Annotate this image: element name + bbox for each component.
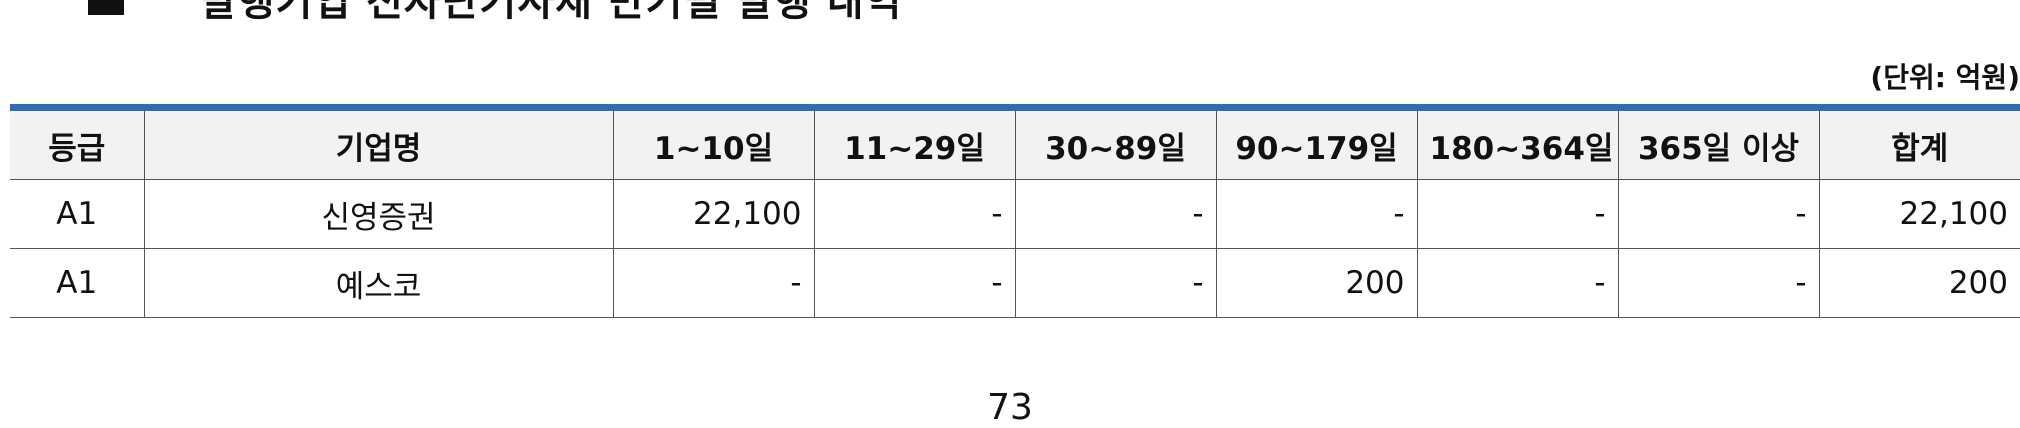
cell-180-364-days: - [1417, 180, 1618, 249]
cell-1-10-days: - [613, 249, 814, 318]
cell-11-29-days: - [814, 249, 1015, 318]
cell-180-364-days: - [1417, 249, 1618, 318]
cell-30-89-days: - [1015, 249, 1216, 318]
cell-total: 22,100 [1819, 180, 2020, 249]
unit-label: (단위: 억원) [1870, 56, 2020, 96]
section-title-bar: 발행기업 전자단기사채 만기별 발행 내역 [88, 0, 902, 24]
header-grade: 등급 [10, 111, 144, 180]
table-header-row: 등급 기업명 1~10일 11~29일 30~89일 90~179일 180~3… [10, 111, 2020, 180]
cell-90-179-days: 200 [1216, 249, 1417, 318]
square-bullet-icon [88, 0, 124, 15]
header-1-10-days: 1~10일 [613, 111, 814, 180]
cell-grade: A1 [10, 180, 144, 249]
cell-1-10-days: 22,100 [613, 180, 814, 249]
header-180-364-days: 180~364일 [1417, 111, 1618, 180]
cell-company: 신영증권 [144, 180, 613, 249]
header-11-29-days: 11~29일 [814, 111, 1015, 180]
issuance-table: 등급 기업명 1~10일 11~29일 30~89일 90~179일 180~3… [10, 111, 2020, 318]
header-company: 기업명 [144, 111, 613, 180]
cell-company: 예스코 [144, 249, 613, 318]
cell-grade: A1 [10, 249, 144, 318]
table-row: A1 신영증권 22,100 - - - - - 22,100 [10, 180, 2020, 249]
cell-90-179-days: - [1216, 180, 1417, 249]
section-title: 발행기업 전자단기사채 만기별 발행 내역 [200, 0, 902, 27]
issuance-table-container: 등급 기업명 1~10일 11~29일 30~89일 90~179일 180~3… [10, 104, 2020, 318]
cell-11-29-days: - [814, 180, 1015, 249]
table-row: A1 예스코 - - - 200 - - 200 [10, 249, 2020, 318]
cell-30-89-days: - [1015, 180, 1216, 249]
header-total: 합계 [1819, 111, 2020, 180]
page-number: 73 [0, 388, 2020, 428]
header-90-179-days: 90~179일 [1216, 111, 1417, 180]
cell-365-plus-days: - [1618, 180, 1819, 249]
cell-total: 200 [1819, 249, 2020, 318]
header-30-89-days: 30~89일 [1015, 111, 1216, 180]
header-365-plus-days: 365일 이상 [1618, 111, 1819, 180]
cell-365-plus-days: - [1618, 249, 1819, 318]
